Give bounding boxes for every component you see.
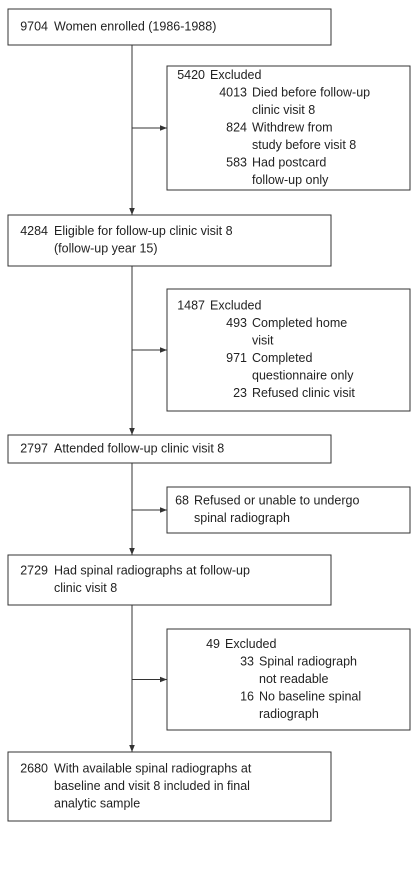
exclusion-number: 5420 [177, 68, 205, 82]
box-text: clinic visit 8 [54, 581, 117, 595]
item-text: Had postcard [252, 155, 326, 169]
exclusion-number: 68 [175, 494, 189, 508]
box-number: 2797 [20, 441, 48, 455]
item-text: Completed [252, 351, 312, 365]
box-number: 9704 [20, 19, 48, 33]
exclusion-text: spinal radiograph [194, 511, 290, 525]
box-text: baseline and visit 8 included in final [54, 779, 250, 793]
item-text: radiograph [259, 707, 319, 721]
item-text: Spinal radiograph [259, 654, 357, 668]
exclusion-box [166, 628, 411, 731]
box-text: analytic sample [54, 796, 140, 810]
item-number: 33 [240, 654, 254, 668]
item-text: Refused clinic visit [252, 386, 355, 400]
exclusion-box [166, 486, 411, 534]
item-number: 23 [233, 386, 247, 400]
main-box [7, 434, 332, 464]
box-text: Attended follow-up clinic visit 8 [54, 441, 224, 455]
box-number: 2729 [20, 564, 48, 578]
item-text: not readable [259, 672, 329, 686]
box-number: 2680 [20, 761, 48, 775]
item-text: Withdrew from [252, 120, 333, 134]
exclusion-text: Excluded [210, 68, 261, 82]
item-number: 971 [226, 351, 247, 365]
exclusion-text: Excluded [210, 299, 261, 313]
item-text: Died before follow-up [252, 85, 370, 99]
box-text: Had spinal radiographs at follow-up [54, 564, 250, 578]
box-text: Women enrolled (1986-1988) [54, 19, 216, 33]
exclusion-box [166, 288, 411, 412]
main-box [7, 8, 332, 46]
item-text: clinic visit 8 [252, 103, 315, 117]
exclusion-number: 49 [206, 637, 220, 651]
item-number: 4013 [219, 85, 247, 99]
main-box [7, 554, 332, 606]
item-text: visit [252, 334, 274, 348]
item-number: 583 [226, 155, 247, 169]
main-box [7, 751, 332, 822]
box-text: Eligible for follow-up clinic visit 8 [54, 224, 233, 238]
item-text: follow-up only [252, 173, 329, 187]
item-number: 493 [226, 316, 247, 330]
box-text: With available spinal radiographs at [54, 761, 252, 775]
item-text: No baseline spinal [259, 689, 361, 703]
item-number: 824 [226, 120, 247, 134]
item-text: study before visit 8 [252, 138, 356, 152]
item-text: Completed home [252, 316, 347, 330]
item-number: 16 [240, 689, 254, 703]
exclusion-text: Excluded [225, 637, 276, 651]
exclusion-text: Refused or unable to undergo [194, 494, 359, 508]
box-number: 4284 [20, 224, 48, 238]
main-box [7, 214, 332, 267]
box-text: (follow-up year 15) [54, 242, 158, 256]
exclusion-number: 1487 [177, 299, 205, 313]
exclusion-box [166, 65, 411, 191]
item-text: questionnaire only [252, 369, 354, 383]
